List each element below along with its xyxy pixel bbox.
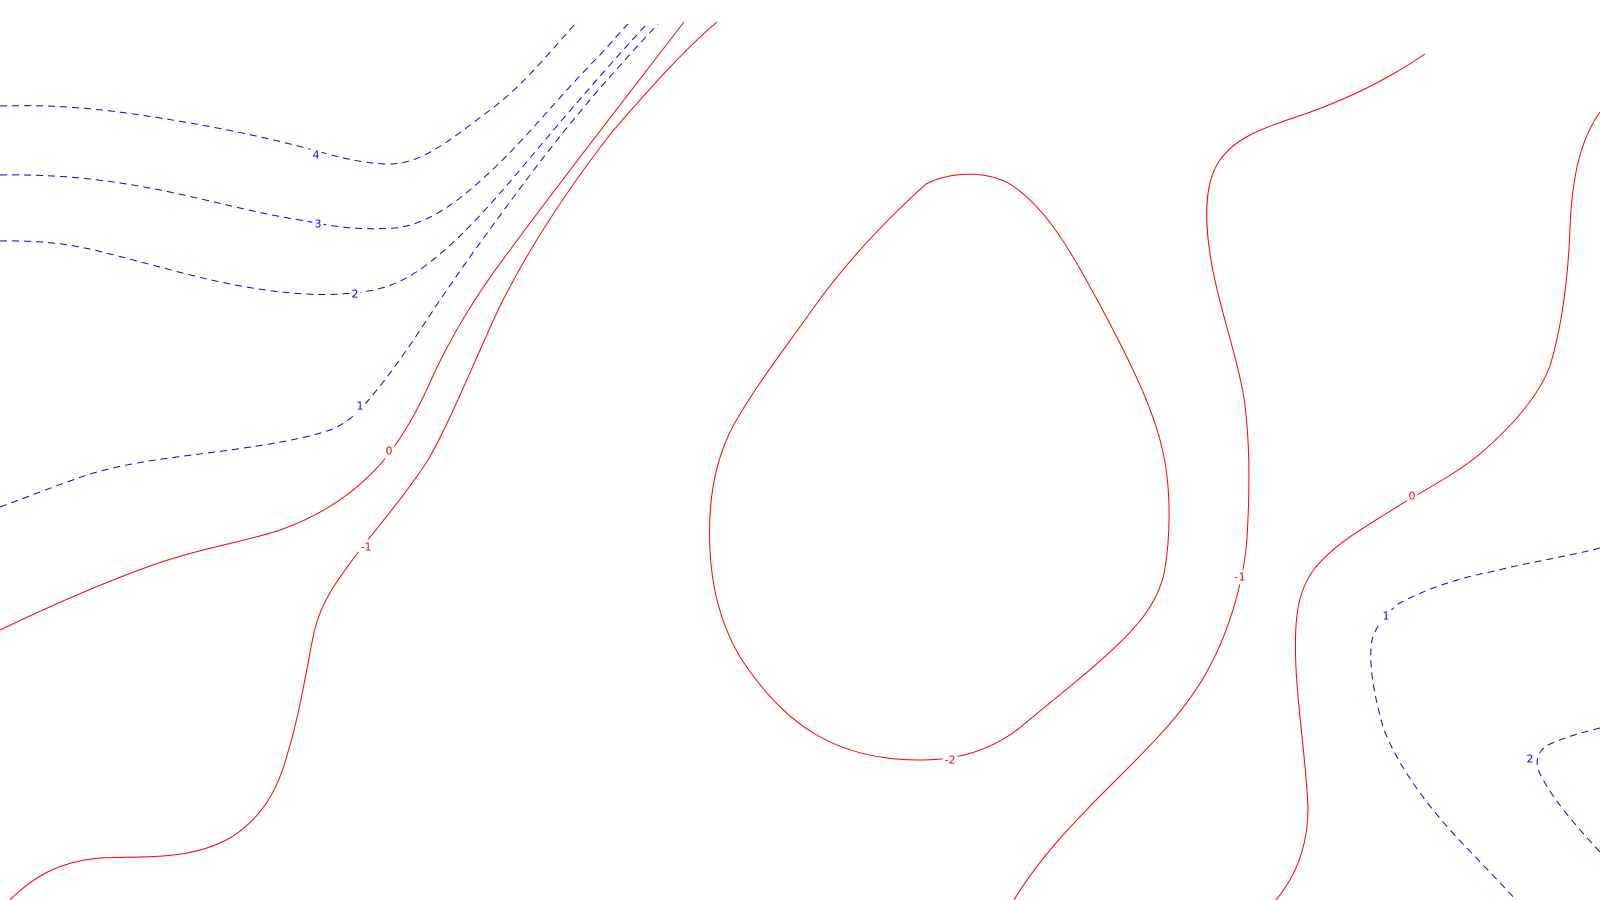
contour-label: -1 [361,541,372,554]
contour-line [1370,547,1600,900]
contour-line [9,21,718,900]
contour-label: 1 [357,400,364,413]
contour-line [1275,111,1600,900]
contour-1-upper: 1 [0,23,659,508]
contour-0-right: 0 [1275,111,1600,900]
contour-label-gap [1380,608,1392,624]
contour-label: 4 [313,149,320,162]
contour-label: -1 [1235,571,1246,584]
contour-4: 4 [0,23,576,165]
contour-label-gap [1524,751,1536,767]
contour-line [1536,727,1600,853]
contour-label-gap [349,286,361,302]
contour-label: 2 [1527,753,1534,766]
contour-line [1013,53,1426,900]
contour-label-gap [1406,488,1418,504]
contour-line [0,21,685,631]
contour-label-gap [383,443,395,459]
contour-line [0,23,629,230]
contour-label: 2 [352,288,359,301]
contour-line [0,25,646,296]
contour-label: -2 [945,754,956,767]
contour-line [709,173,1170,761]
contour-line [0,23,659,508]
contour-label-gap [310,147,322,163]
contour-label-gap [312,216,324,232]
contour-label-gap [942,752,958,768]
contour-neg1-left: -1 [9,21,718,900]
contour-label: 0 [1409,490,1416,503]
contour-1-lower: 1 [1370,547,1600,900]
contour-label-gap [354,398,366,414]
contour-2-upper: 2 [0,25,646,302]
contour-3: 3 [0,23,629,232]
contour-neg1-right: -1 [1013,53,1426,900]
contour-label: 3 [315,218,322,231]
contour-neg2: -2 [709,173,1170,768]
contour-label: 0 [386,445,393,458]
contour-0-left: 0 [0,21,685,631]
contour-label-gap [358,539,374,555]
contour-label-gap [1232,569,1248,585]
contour-label: 1 [1383,610,1390,623]
contour-line [0,23,576,165]
contour-2-lower: 2 [1524,727,1600,853]
